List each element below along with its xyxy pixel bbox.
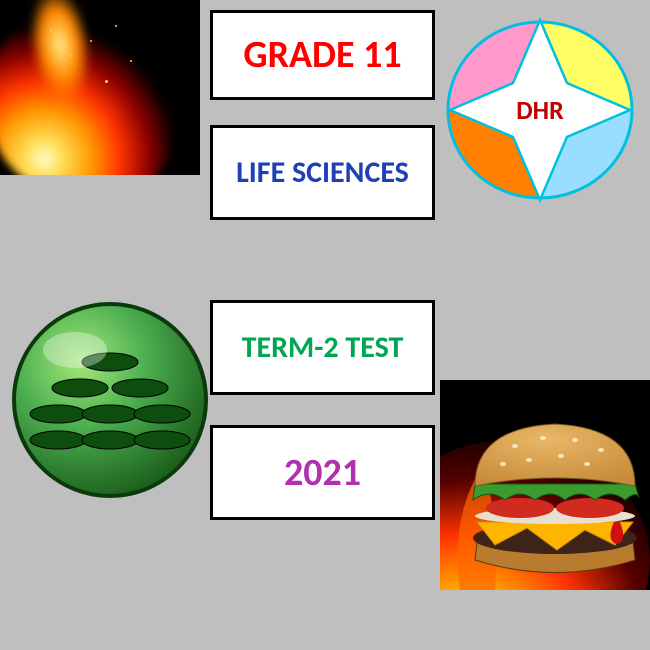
chloroplast-icon xyxy=(10,300,210,500)
dhr-logo: DHR xyxy=(445,15,635,205)
dhr-logo-label: DHR xyxy=(516,94,564,126)
grade-box: GRADE 11 xyxy=(210,10,435,100)
year-text: 2021 xyxy=(284,450,361,496)
term-text: TERM-2 TEST xyxy=(242,329,404,366)
subject-box: LIFE SCIENCES xyxy=(210,125,435,220)
year-box: 2021 xyxy=(210,425,435,520)
burger-fire-image xyxy=(440,380,650,590)
fire-image-top-left xyxy=(0,0,200,175)
grade-text: GRADE 11 xyxy=(243,32,401,78)
subject-text: LIFE SCIENCES xyxy=(236,154,409,191)
term-box: TERM-2 TEST xyxy=(210,300,435,395)
